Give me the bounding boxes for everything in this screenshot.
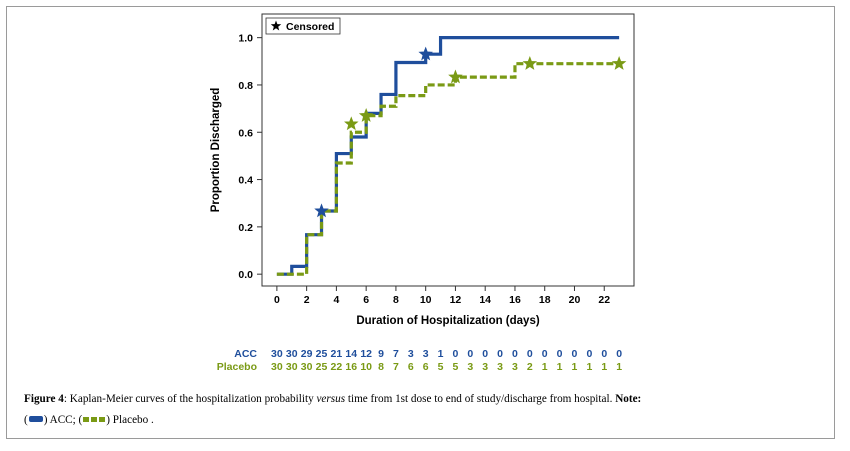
risk-count: 0 <box>512 348 518 360</box>
x-axis-label: Duration of Hospitalization (days) <box>356 315 540 327</box>
x-tick-label: 12 <box>450 294 462 306</box>
x-tick-label: 18 <box>539 294 551 306</box>
y-tick-label: 0.8 <box>238 80 253 92</box>
risk-count: 0 <box>542 348 548 360</box>
risk-count: 1 <box>557 361 563 373</box>
x-tick-label: 0 <box>274 294 280 306</box>
caption-figure-label: Figure 4 <box>24 393 64 405</box>
risk-count: 0 <box>497 348 503 360</box>
risk-count: 25 <box>316 361 328 373</box>
acc-censored-star-icon <box>418 46 433 61</box>
risk-count: 0 <box>482 348 488 360</box>
risk-count: 21 <box>331 348 343 360</box>
risk-count: 7 <box>393 348 399 360</box>
risk-count: 0 <box>453 348 459 360</box>
risk-count: 3 <box>467 361 473 373</box>
risk-count: 3 <box>423 348 429 360</box>
risk-count: 1 <box>586 361 592 373</box>
figure-caption: Figure 4: Kaplan-Meier curves of the hos… <box>24 393 642 426</box>
risk-count: 25 <box>316 348 328 360</box>
placebo-censored-star-icon <box>344 116 359 131</box>
risk-count: 3 <box>497 361 503 373</box>
y-tick-label: 1.0 <box>238 33 253 45</box>
x-tick-label: 22 <box>598 294 610 306</box>
placebo-swatch-icon <box>83 416 106 422</box>
risk-count: 14 <box>345 348 357 360</box>
risk-count: 1 <box>601 361 607 373</box>
placebo-censored-star-icon <box>448 69 463 84</box>
x-tick-label: 8 <box>393 294 399 306</box>
risk-count: 1 <box>542 361 548 373</box>
caption-text-a: : Kaplan-Meier curves of the hospitaliza… <box>63 393 317 405</box>
risk-count: 0 <box>616 348 622 360</box>
y-tick-label: 0.4 <box>238 175 253 187</box>
x-tick-label: 16 <box>509 294 521 306</box>
risk-count: 0 <box>601 348 607 360</box>
risk-count: 9 <box>378 348 384 360</box>
risk-row-label: ACC <box>234 348 257 360</box>
risk-count: 3 <box>512 361 518 373</box>
placebo-curve <box>276 62 620 276</box>
km-chart: 0 2 4 6 8 10 12 14 16 18 20 220.00.20.40.60.81.0Dur… <box>210 13 635 373</box>
risk-count: 8 <box>378 361 384 373</box>
caption-text-c: ) ACC; ( <box>43 414 83 426</box>
plot-frame <box>261 13 635 287</box>
risk-count: 6 <box>423 361 429 373</box>
risk-count: 5 <box>453 361 459 373</box>
x-tick-label: 4 <box>333 294 339 306</box>
risk-count: 6 <box>408 361 414 373</box>
risk-count: 12 <box>360 348 372 360</box>
risk-count: 0 <box>527 348 533 360</box>
y-tick-label: 0.6 <box>238 127 253 139</box>
risk-count: 7 <box>393 361 399 373</box>
risk-count: 10 <box>360 361 372 373</box>
risk-count: 29 <box>301 348 313 360</box>
risk-count: 3 <box>482 361 488 373</box>
y-tick-label: 0.0 <box>238 269 253 281</box>
acc-swatch-icon <box>28 416 43 423</box>
caption-text-b: time from 1st dose to end of study/disch… <box>345 393 616 405</box>
risk-count: 0 <box>572 348 578 360</box>
risk-count: 30 <box>286 361 298 373</box>
placebo-censored-star-icon <box>611 56 627 70</box>
caption-versus: versus <box>316 393 346 405</box>
x-tick-label: 2 <box>304 294 310 306</box>
placebo-censored-star-icon <box>522 56 538 70</box>
risk-count: 16 <box>345 361 357 373</box>
caption-note-label: Note: <box>615 393 642 405</box>
risk-count: 30 <box>286 348 298 360</box>
risk-count: 1 <box>438 348 444 360</box>
risk-count: 0 <box>557 348 563 360</box>
x-tick-label: 14 <box>479 294 491 306</box>
y-tick-label: 0.2 <box>238 222 253 234</box>
risk-count: 30 <box>271 348 283 360</box>
risk-count: 0 <box>586 348 592 360</box>
x-tick-label: 20 <box>569 294 581 306</box>
x-tick-label: 10 <box>420 294 432 306</box>
risk-count: 2 <box>527 361 533 373</box>
legend-box <box>265 17 341 35</box>
risk-count: 30 <box>271 361 283 373</box>
risk-count: 22 <box>331 361 343 373</box>
risk-count: 5 <box>438 361 444 373</box>
star-icon <box>270 20 282 31</box>
placebo-censored-star-icon <box>358 108 374 122</box>
risk-count: 0 <box>467 348 473 360</box>
risk-count: 30 <box>301 361 313 373</box>
x-tick-label: 6 <box>363 294 369 306</box>
caption-text-d: ) Placebo . <box>106 414 154 426</box>
risk-count: 3 <box>408 348 414 360</box>
y-axis-label: Proportion Discharged <box>210 88 222 213</box>
legend-label: Censored <box>286 21 334 33</box>
acc-censored-star-icon <box>314 203 329 218</box>
risk-count: 1 <box>616 361 622 373</box>
risk-count: 1 <box>572 361 578 373</box>
risk-row-label: Placebo <box>217 361 257 373</box>
